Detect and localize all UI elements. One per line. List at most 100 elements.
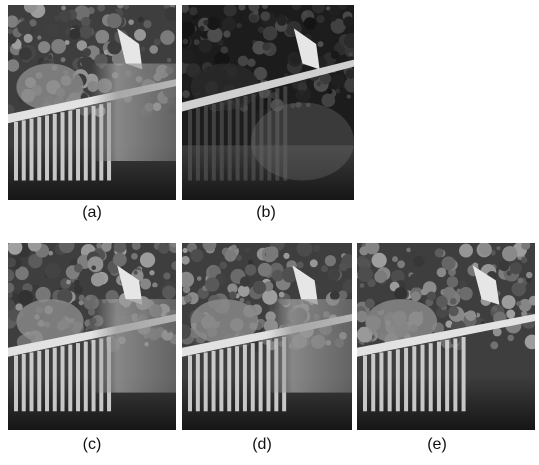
bridge-pillar xyxy=(22,354,26,411)
bridge-pillar xyxy=(68,111,72,181)
foliage xyxy=(310,259,318,267)
foliage xyxy=(435,248,444,257)
foliage xyxy=(18,290,33,305)
foliage xyxy=(327,268,340,281)
foliage xyxy=(138,17,144,23)
foliage xyxy=(279,292,285,298)
haze xyxy=(92,64,176,162)
foliage xyxy=(321,93,335,107)
foliage xyxy=(258,263,272,277)
foliage xyxy=(283,253,289,259)
foliage xyxy=(394,287,407,300)
panel-caption: (c) xyxy=(83,436,102,453)
foliage xyxy=(221,46,229,54)
bridge-pillar xyxy=(61,112,65,180)
foliage xyxy=(79,300,84,305)
foliage xyxy=(248,1,259,12)
foliage xyxy=(516,301,521,306)
foliage xyxy=(6,257,16,267)
foliage xyxy=(38,41,50,53)
foliage xyxy=(81,17,91,27)
foliage xyxy=(55,16,60,21)
foliage xyxy=(203,20,208,25)
foliage xyxy=(132,241,141,250)
bridge-pillar xyxy=(453,338,457,411)
foliage xyxy=(134,29,146,41)
foliage xyxy=(113,253,127,267)
foliage xyxy=(499,260,510,271)
foliage xyxy=(194,39,200,45)
foliage xyxy=(6,15,18,27)
foliage xyxy=(343,279,357,293)
foliage xyxy=(88,256,104,272)
foliage xyxy=(182,90,190,98)
bridge-pillar xyxy=(188,110,192,180)
foliage xyxy=(339,262,348,271)
foliage xyxy=(74,264,83,273)
foliage xyxy=(149,287,160,298)
foliage xyxy=(4,282,15,293)
foliage xyxy=(327,89,332,94)
foliage xyxy=(162,286,176,300)
foliage xyxy=(347,95,351,99)
foliage xyxy=(325,255,336,266)
foliage xyxy=(190,249,203,262)
foliage xyxy=(83,48,92,57)
foliage xyxy=(131,253,138,260)
haze xyxy=(267,299,352,393)
foliage xyxy=(479,243,491,255)
foliage xyxy=(197,276,202,281)
foliage xyxy=(74,285,83,294)
foliage xyxy=(74,280,80,286)
foliage xyxy=(219,261,226,268)
bridge-pillar xyxy=(259,342,263,412)
foliage xyxy=(262,3,268,9)
foliage xyxy=(17,21,31,35)
bridge-pillar xyxy=(37,351,41,411)
foliage xyxy=(502,295,516,309)
foliage xyxy=(199,39,213,53)
bridge-pillar xyxy=(76,109,80,181)
bridge-pillar xyxy=(84,107,88,180)
foliage xyxy=(19,47,32,60)
foliage xyxy=(360,283,365,288)
foliage xyxy=(152,282,157,287)
panel-caption: (b) xyxy=(256,204,276,221)
foliage xyxy=(183,286,190,293)
bridge-pillar xyxy=(220,102,224,180)
foliage xyxy=(261,11,271,21)
bridge-pillar xyxy=(404,348,408,411)
foliage xyxy=(266,246,279,259)
foliage xyxy=(181,256,190,265)
bridge-pillar xyxy=(227,348,231,412)
bridge-pillar xyxy=(196,354,200,411)
bridge-pillar xyxy=(243,345,247,412)
foliage xyxy=(160,30,175,45)
bridge-pillar xyxy=(14,356,18,412)
foliage xyxy=(365,240,379,254)
foliage xyxy=(149,45,158,54)
foliage xyxy=(525,335,539,350)
foliage xyxy=(292,0,302,10)
bridge-pillar xyxy=(22,120,26,180)
foliage xyxy=(526,272,532,278)
foliage xyxy=(171,261,180,270)
bridge-pillar xyxy=(363,356,367,412)
bridge-pillar xyxy=(251,343,255,411)
bridge-pillar xyxy=(45,349,49,411)
foliage xyxy=(290,53,301,64)
foliage xyxy=(176,324,191,339)
foliage xyxy=(184,295,192,303)
foliage xyxy=(331,74,344,87)
foliage xyxy=(79,25,92,38)
foliage xyxy=(510,262,522,274)
foliage xyxy=(299,90,304,95)
foliage xyxy=(448,306,458,316)
foliage xyxy=(529,296,539,306)
foliage xyxy=(180,21,195,36)
bridge-pillar xyxy=(388,351,392,411)
foliage xyxy=(240,276,250,286)
bridge-pillar xyxy=(235,346,239,411)
bridge-pillar xyxy=(212,351,216,411)
foliage xyxy=(506,310,515,319)
